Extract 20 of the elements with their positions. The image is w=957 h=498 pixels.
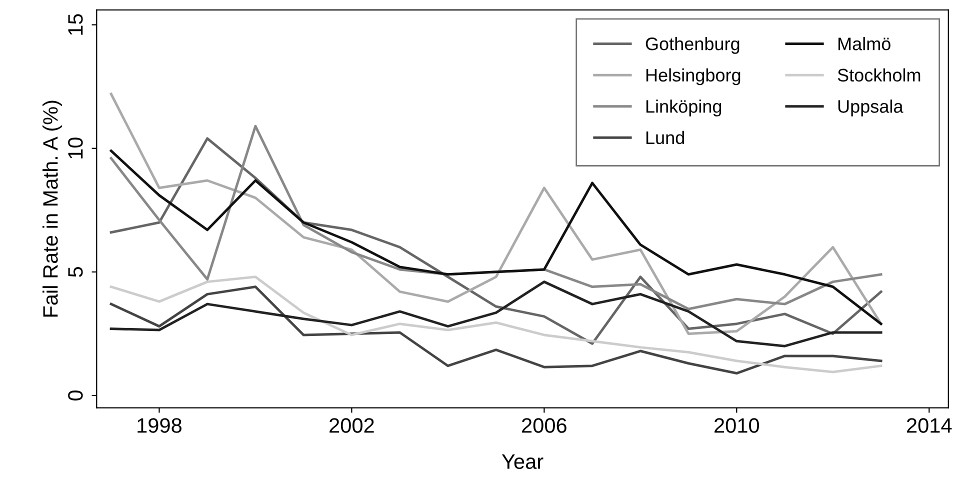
- legend-label: Stockholm: [838, 68, 920, 82]
- y-axis-title: Fail Rate in Math. A (%): [42, 100, 62, 317]
- legend-label: Helsingborg: [646, 68, 740, 86]
- legend-label: Gothenburg: [646, 37, 740, 54]
- line-series: [110, 150, 882, 326]
- y-tick-label: 5: [68, 267, 83, 277]
- y-tick-label: 15: [68, 14, 83, 35]
- legend-label: Malmö: [838, 37, 890, 50]
- x-tick-label: 2014: [907, 418, 952, 433]
- x-tick-label: 2006: [522, 418, 566, 433]
- x-axis-title: Year: [502, 454, 544, 469]
- legend-label: Linköping: [646, 100, 722, 116]
- legend-label: Uppsala: [838, 100, 904, 116]
- x-tick-label: 2002: [330, 418, 374, 433]
- y-tick-label: 0: [68, 390, 83, 400]
- legend-label: Lund: [646, 130, 684, 144]
- y-tick-label: 10: [68, 138, 83, 158]
- x-tick-label: 2010: [714, 418, 760, 433]
- x-tick-label: 1998: [138, 418, 182, 433]
- line-series: [110, 280, 882, 348]
